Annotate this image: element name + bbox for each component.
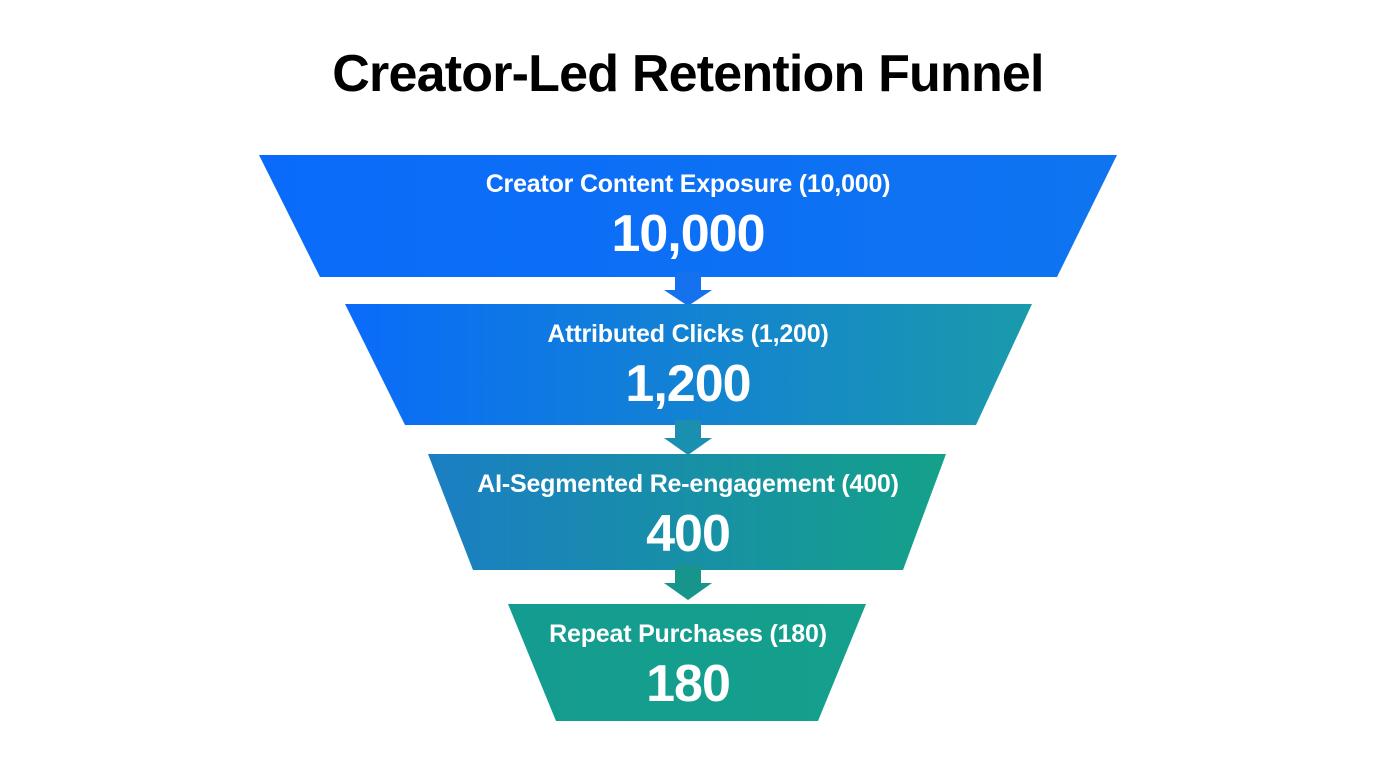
funnel-stage-2[interactable]: Attributed Clicks (1,200) 1,200 [345,304,1032,425]
funnel-stage-2-label: Attributed Clicks (1,200) [547,320,828,348]
funnel-stage-3-value: 400 [646,505,730,563]
funnel-stage-3[interactable]: AI-Segmented Re-engagement (400) 400 [428,454,946,570]
funnel-connector-arrow-2 [664,420,712,455]
funnel-connector-arrow-1 [664,272,712,306]
funnel-stage-1-value: 10,000 [611,205,764,263]
funnel-stage-3-label: AI-Segmented Re-engagement (400) [477,470,898,498]
funnel-stage-2-value: 1,200 [625,355,750,413]
funnel-connector-arrow-3 [664,565,712,600]
funnel-stage-1[interactable]: Creator Content Exposure (10,000) 10,000 [259,155,1117,277]
funnel-stage-4-shape[interactable] [508,604,866,721]
funnel-stage-1-shape[interactable] [259,155,1117,277]
funnel-stage-2-shape[interactable] [345,304,1032,425]
funnel-stage-3-shape[interactable] [428,454,946,570]
chart-title: Creator-Led Retention Funnel [332,45,1044,103]
funnel-stage-4-label: Repeat Purchases (180) [549,620,827,648]
funnel-stage-4-value: 180 [646,655,730,713]
funnel-stage-1-label: Creator Content Exposure (10,000) [486,170,891,198]
funnel-stage-4[interactable]: Repeat Purchases (180) 180 [508,604,866,721]
